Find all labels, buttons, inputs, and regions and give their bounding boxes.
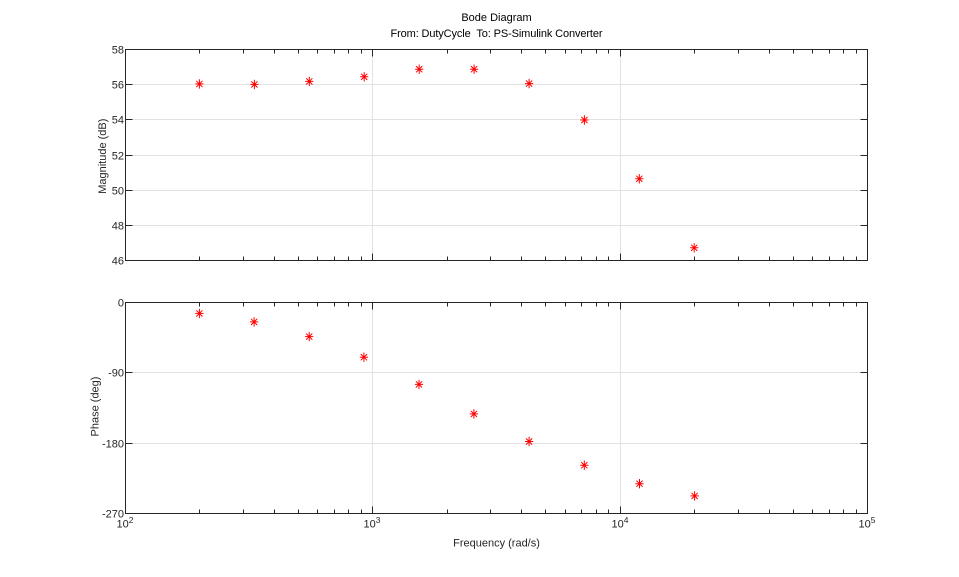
svg-text:0: 0 — [118, 298, 124, 310]
svg-text:52: 52 — [112, 151, 124, 163]
svg-text:50: 50 — [112, 186, 124, 198]
svg-text:Bode Diagram: Bode Diagram — [461, 12, 531, 24]
svg-text:Frequency (rad/s): Frequency (rad/s) — [453, 537, 540, 549]
svg-text:54: 54 — [112, 115, 124, 127]
svg-text:56: 56 — [112, 80, 124, 92]
svg-text:46: 46 — [112, 256, 124, 268]
svg-text:-90: -90 — [108, 368, 124, 380]
svg-text:-180: -180 — [102, 439, 124, 451]
svg-text:48: 48 — [112, 221, 124, 233]
svg-text:Phase (deg): Phase (deg) — [89, 377, 101, 437]
svg-text:58: 58 — [112, 45, 124, 57]
svg-text:From: DutyCycle To: PS-Simuli: From: DutyCycle To: PS-Simulink Converte… — [391, 28, 603, 40]
svg-text:-270: -270 — [102, 509, 124, 521]
svg-text:Magnitude (dB): Magnitude (dB) — [97, 119, 109, 194]
